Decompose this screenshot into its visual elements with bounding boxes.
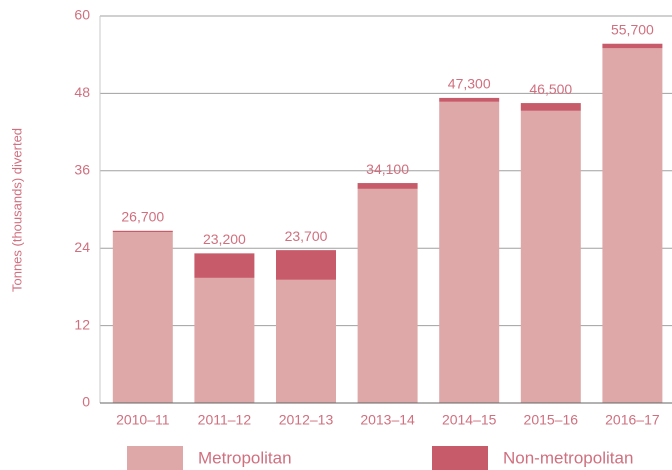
y-axis-label: Tonnes (thousands) diverted — [9, 128, 24, 292]
total-label: 55,700 — [611, 21, 654, 37]
x-tick-label: 2013–14 — [360, 412, 415, 428]
total-label: 26,700 — [121, 208, 164, 224]
x-tick-label: 2012–13 — [279, 412, 334, 428]
y-tick-label: 24 — [74, 239, 90, 255]
y-tick-label: 36 — [74, 162, 90, 178]
total-label: 23,700 — [285, 228, 328, 244]
bar-segment — [112, 232, 173, 403]
legend-swatch — [432, 446, 488, 470]
legend-label: Metropolitan — [198, 448, 292, 467]
y-tick-label: 12 — [74, 316, 90, 332]
total-label: 46,500 — [529, 81, 572, 97]
x-tick-label: 2014–15 — [442, 412, 497, 428]
legend-label: Non-metropolitan — [503, 448, 633, 467]
x-tick-label: 2016–17 — [605, 412, 660, 428]
bar-segment — [194, 277, 255, 403]
x-tick-label: 2015–16 — [524, 412, 579, 428]
legend-swatch — [127, 446, 183, 470]
bar-segment — [520, 103, 581, 111]
y-tick-label: 60 — [74, 7, 90, 23]
bar-segment — [439, 97, 500, 102]
bar-segment — [357, 188, 418, 403]
bar-segment — [439, 101, 500, 403]
bar-segment — [602, 48, 663, 403]
total-label: 23,200 — [203, 231, 246, 247]
bar-segment — [520, 110, 581, 403]
total-label: 34,100 — [366, 161, 409, 177]
bar-segment — [194, 253, 255, 278]
bar-segment — [276, 279, 336, 403]
bar-segment — [112, 230, 173, 233]
bar-segment — [357, 183, 418, 189]
x-tick-label: 2011–12 — [198, 412, 252, 428]
bar-segment — [276, 250, 336, 280]
y-tick-label: 48 — [74, 84, 90, 100]
y-tick-label: 0 — [82, 394, 90, 410]
x-tick-label: 2010–11 — [116, 412, 170, 428]
total-label: 47,300 — [448, 76, 491, 92]
bar-segment — [602, 43, 663, 49]
